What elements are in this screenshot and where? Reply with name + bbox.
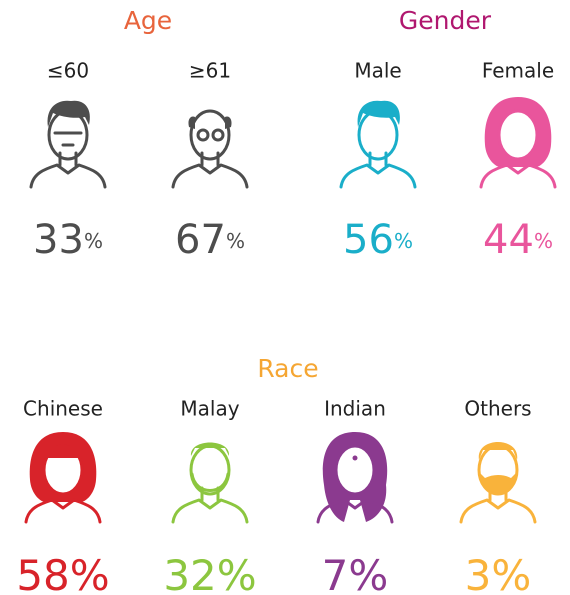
- neck: [368, 151, 388, 167]
- percentage: 32%: [163, 551, 256, 595]
- glasses: [196, 128, 210, 142]
- percentage: 7%: [322, 551, 389, 595]
- shoulders: [24, 498, 102, 524]
- percentage-value: 7: [322, 551, 349, 595]
- section-title: Age: [124, 6, 172, 35]
- percentage: 67%: [175, 217, 245, 263]
- person-icon: [316, 432, 394, 524]
- shoulders: [339, 163, 417, 189]
- shoulders: [459, 498, 537, 524]
- shoulders: [29, 163, 107, 189]
- beard: [479, 472, 517, 493]
- percentage-unit: %: [534, 229, 553, 253]
- glasses: [211, 128, 225, 142]
- neck: [200, 151, 220, 167]
- item-label: Male: [354, 59, 401, 83]
- percentage-value: 32: [163, 551, 216, 595]
- face: [189, 109, 231, 161]
- percentage-value: 3: [465, 551, 492, 595]
- item-label: ≤60: [47, 59, 89, 83]
- item-label: ≥61: [189, 59, 231, 83]
- person-icon: [459, 442, 537, 524]
- fringe: [44, 446, 82, 458]
- percentage-value: 58: [16, 551, 69, 595]
- person-icon: [171, 109, 249, 189]
- percentage: 58%: [16, 551, 109, 595]
- shoulders: [479, 163, 557, 189]
- percentage: 33%: [33, 217, 103, 263]
- percentage-value: 33: [33, 217, 84, 263]
- percentage-unit: %: [348, 551, 388, 595]
- percentage-unit: %: [491, 551, 531, 595]
- percentage: 44%: [483, 217, 553, 263]
- bindi: [352, 455, 358, 461]
- percentage-unit: %: [226, 229, 245, 253]
- section-title: Race: [257, 354, 318, 383]
- person-icon: [339, 100, 417, 189]
- percentage: 3%: [465, 551, 532, 595]
- item-label: Indian: [324, 397, 386, 421]
- shoulders: [316, 498, 394, 524]
- percentage-value: 56: [343, 217, 394, 263]
- hair: [357, 100, 400, 127]
- item-label: Others: [464, 397, 531, 421]
- percentage-value: 67: [175, 217, 226, 263]
- percentage-value: 44: [483, 217, 534, 263]
- person-icon: [29, 100, 107, 189]
- neck: [58, 151, 78, 167]
- hair: [190, 442, 230, 456]
- hair: [47, 100, 90, 127]
- face: [334, 444, 376, 496]
- shoulders: [171, 163, 249, 189]
- hair: [478, 442, 518, 460]
- section-title: Gender: [399, 6, 492, 35]
- glasses: [53, 131, 83, 147]
- percentage-unit: %: [217, 551, 257, 595]
- percentage: 56%: [343, 217, 413, 263]
- person-icon: [24, 432, 102, 524]
- item-label: Malay: [180, 397, 239, 421]
- percentage-unit: %: [84, 229, 103, 253]
- face: [357, 109, 399, 161]
- face: [47, 109, 89, 161]
- percentage-unit: %: [394, 229, 413, 253]
- beard: [190, 472, 230, 492]
- person-icon: [171, 442, 249, 524]
- shoulders: [171, 498, 249, 524]
- percentage-unit: %: [70, 551, 110, 595]
- face: [497, 109, 539, 161]
- item-label: Female: [482, 59, 554, 83]
- person-icon: [479, 97, 557, 189]
- item-label: Chinese: [23, 397, 103, 421]
- hair: [188, 116, 232, 129]
